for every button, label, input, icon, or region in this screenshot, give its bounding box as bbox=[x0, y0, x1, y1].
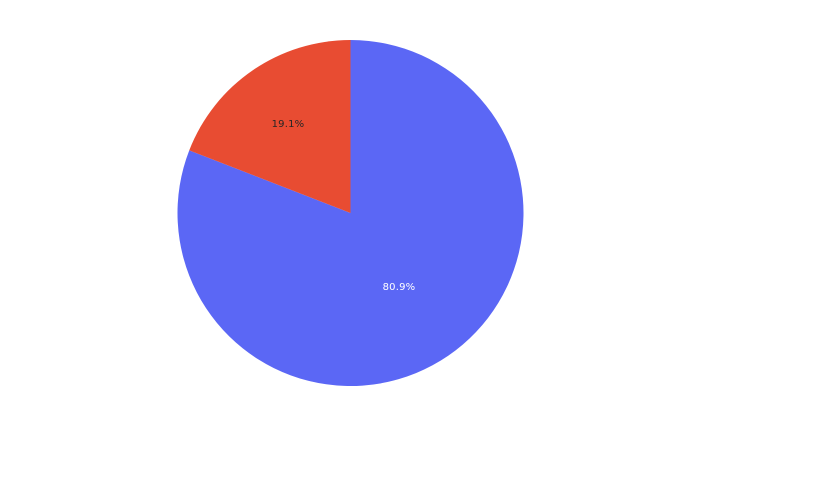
pie-slice-1[interactable] bbox=[189, 40, 351, 213]
pie-slice-label-1: 19.1% bbox=[272, 119, 305, 130]
pie-slices-group bbox=[177, 40, 524, 386]
pie-slice-0[interactable] bbox=[177, 40, 524, 386]
pie-slice-label-0: 80.9% bbox=[383, 282, 416, 293]
pie-labels-group: 80.9% 19.1% bbox=[272, 119, 416, 293]
